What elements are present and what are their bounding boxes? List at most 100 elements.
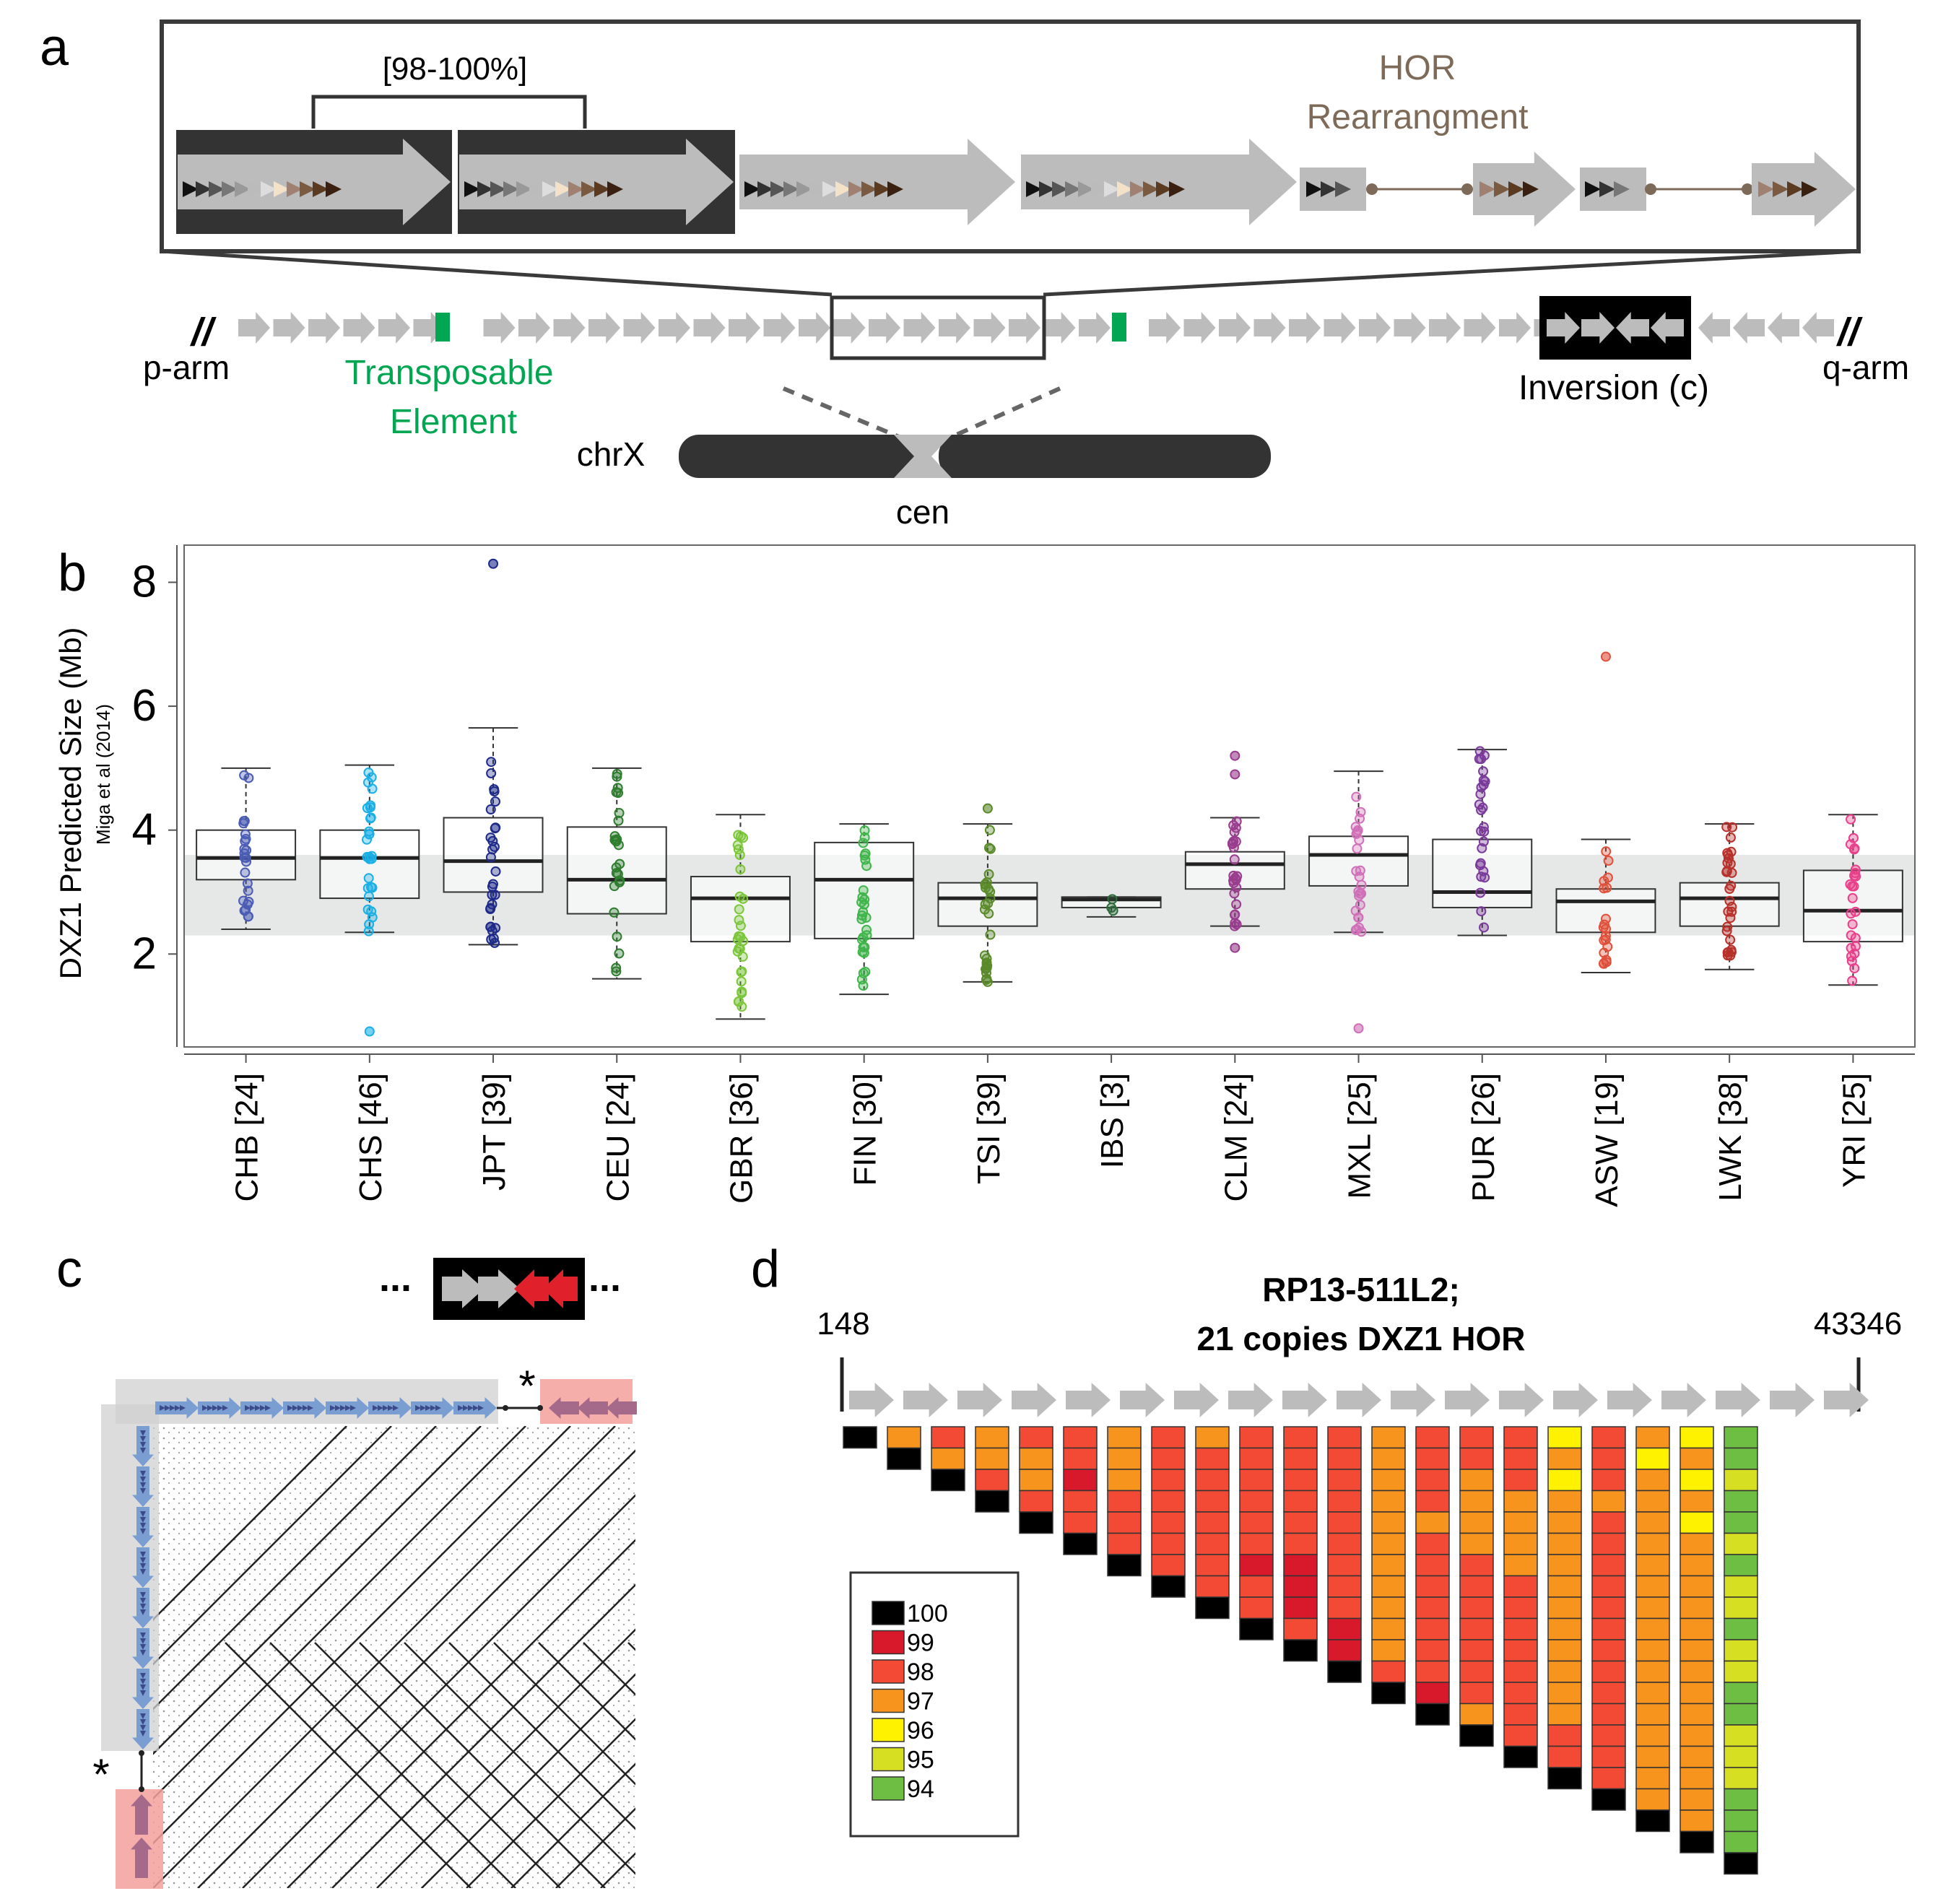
- data-point: [611, 962, 622, 973]
- hor-copy-arrow: [1337, 1383, 1381, 1417]
- identity-cell: [1680, 1596, 1714, 1620]
- identity-cell: [1680, 1447, 1714, 1470]
- y-axis-label: DXZ1 Predicted Size (Mb): [53, 627, 87, 980]
- monomer-triangle: [300, 181, 316, 197]
- data-point: [366, 851, 377, 861]
- identity-cell: [1591, 1682, 1626, 1705]
- dotplot-diagonal-inverted: [314, 1642, 561, 1888]
- box-group: CHS [46]: [319, 764, 420, 1202]
- chromosome-label: chrX: [577, 435, 646, 473]
- monomer-triangle: [468, 1405, 474, 1411]
- monomer-triangle: [175, 1405, 181, 1411]
- monomer-triangle: [848, 181, 864, 197]
- data-point: [1355, 813, 1365, 824]
- box-group: CEU [24]: [566, 767, 667, 1202]
- monomer-triangle: [140, 1569, 146, 1575]
- monomer-triangle: [835, 181, 851, 197]
- transposable-element-label: Transposable: [344, 354, 553, 392]
- dotplot-diagonal-inverted: [404, 1642, 635, 1875]
- identity-cell: [1591, 1426, 1626, 1449]
- link-dot: [1645, 183, 1656, 195]
- identity-cell: [1680, 1703, 1714, 1726]
- data-point: [738, 833, 749, 843]
- data-point: [1227, 838, 1238, 848]
- box-group: ASW [19]: [1555, 651, 1656, 1207]
- identity-cell: [1459, 1554, 1494, 1577]
- identity-cell: [1547, 1639, 1582, 1662]
- identity-cell: [1547, 1554, 1582, 1577]
- panel-c: c ... ... * *: [56, 1240, 637, 1889]
- identity-cell: [1503, 1660, 1538, 1683]
- transposable-element-label-2: Element: [390, 403, 517, 441]
- monomer-triangle: [209, 181, 225, 197]
- data-point: [1106, 903, 1117, 913]
- identity-cell: [1151, 1426, 1186, 1449]
- ellipsis-left: ...: [379, 1256, 412, 1300]
- monomer-triangle: [1599, 181, 1615, 197]
- identity-cell: [1327, 1532, 1362, 1555]
- x-tick-label: IBS [3]: [1095, 1073, 1130, 1168]
- identity-cell: [1063, 1490, 1098, 1513]
- x-tick-label: GBR [36]: [724, 1073, 759, 1204]
- dotplot-diagonal: [466, 1718, 635, 1888]
- monomer-triangle: [594, 181, 610, 197]
- outlier-point: [488, 558, 499, 569]
- identity-cell: [1151, 1511, 1186, 1534]
- data-point: [1229, 827, 1240, 838]
- monomer-triangle: [140, 1604, 146, 1609]
- zoom-line-left: [161, 249, 833, 297]
- identity-cell: [1195, 1511, 1230, 1534]
- data-point: [1107, 894, 1118, 905]
- legend-label: 98: [907, 1659, 934, 1686]
- break-mark-left: //: [190, 310, 217, 354]
- monomer-triangle: [458, 1405, 464, 1411]
- identity-cell: [1239, 1554, 1274, 1577]
- data-point: [487, 890, 497, 900]
- data-point: [609, 907, 620, 918]
- dotplot-diagonal: [153, 1426, 526, 1800]
- panel-d: d RP13-511L2; 21 copies DXZ1 HOR 148 433…: [751, 1240, 1902, 1875]
- identity-cell: [1415, 1554, 1450, 1577]
- identity-cell: [1635, 1554, 1670, 1577]
- data-point: [243, 885, 253, 896]
- monomer-triangle: [607, 181, 623, 197]
- monomer-triangles: [183, 181, 1185, 197]
- data-point: [1846, 930, 1856, 941]
- outlier-point: [364, 1026, 375, 1037]
- hor-arrow-inverted: [549, 1397, 579, 1419]
- identity-cell: [1724, 1788, 1758, 1811]
- data-point: [490, 866, 501, 877]
- x-tick-label: FIN [30]: [848, 1073, 883, 1186]
- self-identity-cell: [1239, 1617, 1274, 1640]
- dotplot-diagonal: [421, 1673, 635, 1888]
- array-arrow: [343, 312, 375, 344]
- data-point: [243, 911, 254, 922]
- identity-cell: [1063, 1447, 1098, 1470]
- monomer-triangle: [140, 1713, 146, 1719]
- identity-cell: [1371, 1596, 1406, 1620]
- box-group: PUR [26]: [1432, 746, 1533, 1202]
- identity-cell: [1195, 1554, 1230, 1577]
- identity-cell: [1371, 1575, 1406, 1598]
- monomer-triangle: [809, 181, 825, 197]
- array-arrow: [1394, 312, 1426, 344]
- identity-cell: [1591, 1554, 1626, 1577]
- identity-cell: [1415, 1426, 1450, 1449]
- identity-cell: [1459, 1596, 1494, 1620]
- identity-cell: [1635, 1682, 1670, 1705]
- data-point: [1229, 854, 1240, 865]
- array-arrow: [518, 312, 550, 344]
- dotplot-diagonal-inverted: [269, 1642, 516, 1888]
- monomer-triangle: [393, 1405, 399, 1411]
- data-point: [1350, 822, 1361, 833]
- identity-cell: [1680, 1532, 1714, 1555]
- data-point: [1474, 754, 1485, 765]
- data-point: [614, 858, 625, 869]
- data-point: [363, 873, 374, 884]
- data-point: [738, 893, 749, 904]
- identity-cell: [1195, 1490, 1230, 1513]
- array-arrow: [729, 312, 760, 344]
- monomer-triangle: [555, 181, 571, 197]
- data-point: [1600, 913, 1611, 924]
- array-arrow-reverse: [1733, 312, 1765, 344]
